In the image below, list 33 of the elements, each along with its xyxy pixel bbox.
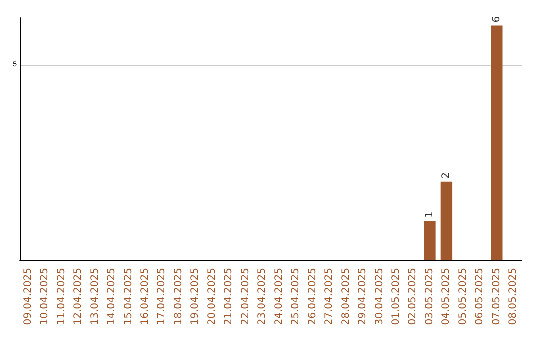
x-tick-label: 16.04.2025 <box>140 268 151 326</box>
x-tick-label: 02.05.2025 <box>408 268 419 326</box>
x-tick-label: 22.04.2025 <box>240 268 252 326</box>
data-label: 1 <box>424 212 436 218</box>
x-tick-label: 12.04.2025 <box>73 268 84 326</box>
x-tick-label: 21.04.2025 <box>224 268 235 326</box>
x-tick-label: 30.04.2025 <box>374 268 386 326</box>
x-tick-label: 10.04.2025 <box>40 268 51 326</box>
x-tick-label: 29.04.2025 <box>358 268 369 326</box>
x-tick-label: 04.05.2025 <box>441 268 452 326</box>
x-tick-label: 18.04.2025 <box>173 268 184 326</box>
x-tick-label: 17.04.2025 <box>156 268 168 326</box>
data-label: 6 <box>491 16 502 23</box>
x-tick-label: 20.04.2025 <box>206 268 218 326</box>
x-tick-label: 01.05.2025 <box>391 268 402 326</box>
x-tick-label: 25.04.2025 <box>290 268 302 326</box>
x-tick-label: 23.04.2025 <box>257 268 268 326</box>
x-tick-label: 05.05.2025 <box>458 268 469 326</box>
x-tick-label: 11.04.2025 <box>56 268 68 326</box>
x-tick-label: 24.04.2025 <box>274 268 285 326</box>
x-tick-label: 13.04.2025 <box>90 268 101 326</box>
x-tick-label: 06.05.2025 <box>474 268 486 326</box>
data-label: 2 <box>441 172 452 179</box>
x-tick-label: 08.05.2025 <box>508 268 520 326</box>
x-tick-label: 14.04.2025 <box>106 268 118 326</box>
x-tick-label: 19.04.2025 <box>190 268 202 326</box>
x-tick-label: 28.04.2025 <box>340 268 352 326</box>
x-tick-label: 27.04.2025 <box>324 268 336 326</box>
x-tick-label: 09.04.2025 <box>22 268 34 326</box>
x-tick-label: 26.04.2025 <box>307 268 318 326</box>
x-tick-label: 03.05.2025 <box>424 268 436 326</box>
x-tick-label: 15.04.2025 <box>123 268 134 326</box>
x-tick-label: 07.05.2025 <box>491 268 502 326</box>
